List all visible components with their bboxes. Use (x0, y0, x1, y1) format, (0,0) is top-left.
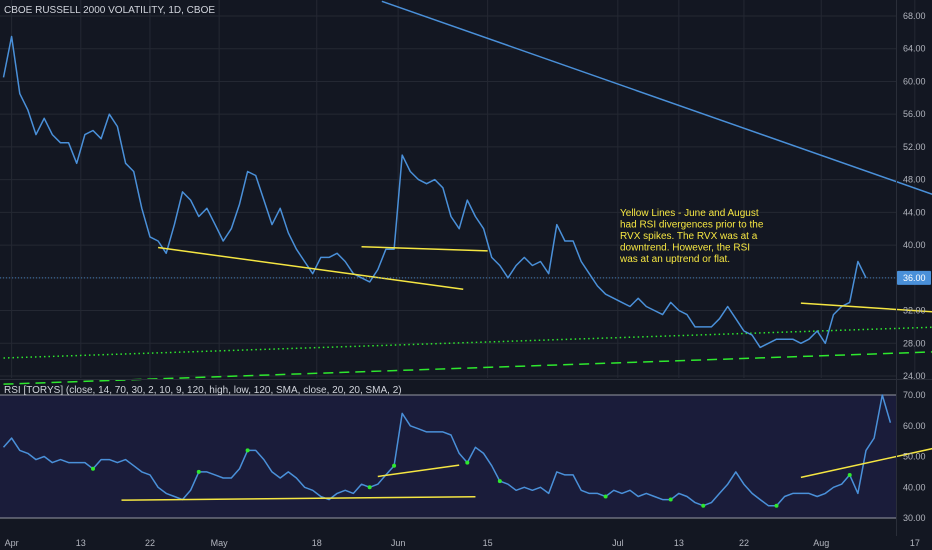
rsi-series (2, 394, 892, 507)
price-tick-label: 40.00 (903, 240, 926, 250)
rsi-indicator-title: RSI [TORYS] (close, 14, 70, 30, 2, 10, 9… (4, 385, 402, 396)
rsi-tick-label: 50.00 (903, 452, 926, 462)
time-tick-label: Apr (5, 538, 19, 548)
rsi-marker (668, 497, 673, 502)
price-y-axis[interactable]: 24.00 28.00 32.00 36.00 40.00 44.00 48.00 52.00… (903, 11, 926, 381)
rsi-trend-lines (121, 447, 932, 501)
rsi-line (2, 394, 892, 507)
last-value-badge (897, 270, 931, 285)
price-tick-label: 48.00 (903, 175, 926, 185)
rsi-marker (497, 479, 502, 484)
annotation-line: Yellow Lines - June and August (620, 208, 759, 219)
yellow-trend-line (800, 447, 932, 479)
price-tick-label: 64.00 (903, 44, 926, 54)
time-axis[interactable]: Apr1322May18Jun15Jul1322Aug17Sep (5, 538, 932, 548)
time-tick-label: 15 (483, 538, 493, 548)
annotation-line: downtrend. However, the RSI (620, 243, 750, 254)
price-trend-lines (157, 245, 932, 313)
price-tick-label: 24.00 (903, 371, 926, 381)
rsi-marker (603, 494, 608, 499)
time-tick-label: Aug (813, 538, 829, 548)
yellow-trend-line (157, 246, 464, 291)
price-series (2, 35, 867, 349)
price-tick-label: 56.00 (903, 109, 926, 119)
rsi-marker (847, 472, 852, 477)
price-tick-label: 32.00 (903, 306, 926, 316)
rsi-marker (245, 448, 250, 453)
yellow-trend-line (377, 464, 460, 478)
yellow-trend-line (361, 245, 488, 252)
last-value-marker: 36.00 (897, 270, 931, 285)
time-tick-label: 17 (910, 538, 920, 548)
price-tick-label: 60.00 (903, 76, 926, 86)
price-tick-label: 68.00 (903, 11, 926, 21)
rsi-pane: RSI [TORYS] (close, 14, 70, 30, 2, 10, 9… (0, 385, 932, 523)
rsi-marker (701, 503, 706, 508)
rsi-y-axis[interactable]: 30.00 40.00 50.00 60.00 70.00 (903, 390, 926, 523)
rsi-marker (91, 466, 96, 471)
yellow-trend-line (121, 496, 476, 501)
rsi-tick-label: 70.00 (903, 390, 926, 400)
price-tick-label: 28.00 (903, 338, 926, 348)
rsi-marker (465, 460, 470, 465)
rsi-markers (91, 448, 852, 508)
last-value-label: 36.00 (903, 273, 926, 283)
time-tick-label: Jun (391, 538, 406, 548)
annotation-line: RVX spikes. The RVX was at a (620, 231, 758, 242)
price-line (2, 35, 867, 349)
time-tick-label: 18 (312, 538, 322, 548)
rsi-marker (774, 503, 779, 508)
rsi-band-lines (0, 394, 896, 519)
rsi-tick-label: 30.00 (903, 513, 926, 523)
yellow-trend-line (800, 302, 932, 313)
time-tick-label: May (211, 538, 229, 548)
time-tick-label: 22 (145, 538, 155, 548)
price-tick-label: 44.00 (903, 207, 926, 217)
rsi-marker (392, 463, 397, 468)
time-tick-label: Jul (612, 538, 624, 548)
chart-annotation: Yellow Lines - June and August had RSI di… (619, 208, 764, 265)
price-reference-lines (3, 0, 932, 385)
time-tick-label: 13 (674, 538, 684, 548)
price-pane: CBOE RUSSELL 2000 VOLATILITY, 1D, CBOE Y… (0, 0, 932, 385)
rsi-marker (367, 485, 372, 490)
price-chart-title: CBOE RUSSELL 2000 VOLATILITY, 1D, CBOE (4, 5, 215, 16)
time-tick-label: 13 (76, 538, 86, 548)
reference-line-dotted (3, 326, 932, 359)
rsi-tick-label: 40.00 (903, 482, 926, 492)
reference-line-dashed (3, 351, 932, 385)
reference-line-solid (381, 0, 932, 195)
rsi-tick-label: 60.00 (903, 421, 926, 431)
annotation-line: was at an uptrend or flat. (619, 254, 730, 265)
annotation-line: had RSI divergences prior to the (620, 220, 764, 231)
rsi-marker (196, 469, 201, 474)
price-grid (0, 0, 916, 378)
price-tick-label: 52.00 (903, 142, 926, 152)
time-tick-label: 22 (739, 538, 749, 548)
